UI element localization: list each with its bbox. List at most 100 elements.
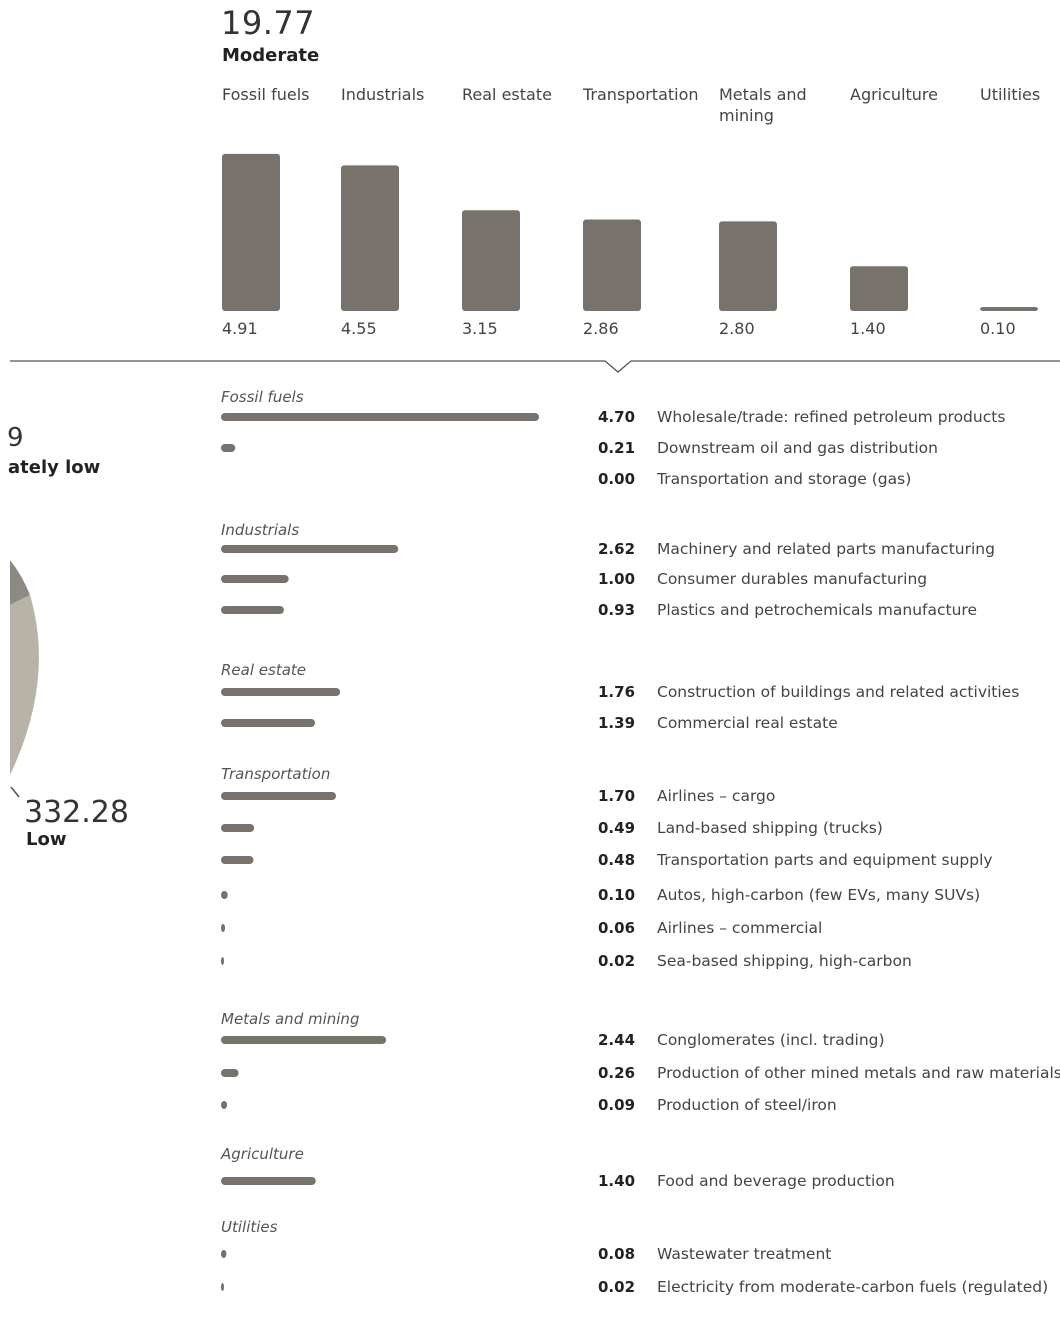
subsector-bar (221, 545, 399, 553)
subsector-bar (221, 444, 236, 452)
subsector-label: Construction of buildings and related ac… (657, 683, 1019, 701)
sector-category-label: Transportation (582, 85, 699, 104)
subsector-bar (221, 924, 226, 932)
subsector-bar (221, 719, 316, 727)
subsector-value: 0.10 (598, 886, 635, 904)
side-rating-lower: Low (26, 829, 67, 850)
sector-value-label: 0.10 (980, 319, 1016, 338)
subsector-value: 2.62 (598, 540, 635, 558)
subsector-label: Wastewater treatment (657, 1245, 831, 1263)
sector-bar (222, 153, 280, 311)
subsector-value: 0.02 (598, 952, 635, 970)
subsector-label: Machinery and related parts manufacturin… (657, 540, 995, 558)
subsector-bar (221, 1036, 387, 1044)
total-rating: Moderate (222, 45, 320, 66)
subsector-group-title: Transportation (221, 765, 330, 783)
sector-category-label: Utilities (980, 85, 1040, 104)
sector-value-label: 2.86 (583, 319, 619, 338)
sector-value-label: 3.15 (462, 319, 498, 338)
subsector-value: 0.09 (598, 1096, 635, 1114)
subsector-bar-chart: Fossil fuels 4.70 Wholesale/trade: refined… (220, 388, 1060, 1296)
subsector-label: Autos, high-carbon (few EVs, many SUVs) (657, 886, 980, 904)
subsector-bar (221, 856, 254, 864)
subsector-value: 0.49 (598, 819, 635, 837)
subsector-label: Land-based shipping (trucks) (657, 819, 883, 837)
subsector-label: Plastics and petrochemicals manufacture (657, 601, 977, 619)
section-divider (10, 360, 1060, 373)
subsector-group-title: Real estate (221, 661, 306, 679)
subsector-bar (221, 1177, 316, 1185)
subsector-bar (221, 575, 289, 583)
pie-slice-dark (10, 560, 30, 605)
subsector-group-title: Industrials (221, 521, 299, 539)
subsector-label: Airlines – commercial (657, 919, 822, 937)
subsector-value: 1.40 (598, 1172, 635, 1190)
subsector-label: Wholesale/trade: refined petroleum produ… (657, 408, 1005, 426)
subsector-group-title: Agriculture (220, 1145, 304, 1163)
sector-bar (341, 165, 399, 311)
subsector-value: 0.48 (598, 851, 635, 869)
subsector-group-title: Utilities (221, 1218, 278, 1236)
subsector-label: Transportation parts and equipment suppl… (656, 851, 993, 869)
subsector-bar (221, 1101, 228, 1109)
subsector-bar (221, 1069, 239, 1077)
subsector-bar (221, 891, 228, 899)
subsector-label: Conglomerates (incl. trading) (657, 1031, 885, 1049)
sector-value-label: 4.91 (222, 319, 258, 338)
subsector-label: Transportation and storage (gas) (656, 470, 911, 488)
subsector-value: 0.26 (598, 1064, 635, 1082)
subsector-label: Food and beverage production (657, 1172, 895, 1190)
sector-bar (583, 219, 641, 311)
sector-category-label: Real estate (462, 85, 552, 104)
subsector-group-title: Fossil fuels (221, 388, 304, 406)
subsector-label: Downstream oil and gas distribution (657, 439, 938, 457)
sector-bar (850, 266, 908, 311)
sector-value-label: 1.40 (850, 319, 886, 338)
subsector-value: 0.02 (598, 1278, 635, 1296)
subsector-value: 1.00 (598, 570, 635, 588)
subsector-value: 2.44 (598, 1031, 635, 1049)
subsector-value: 0.21 (598, 439, 635, 457)
subsector-label: Electricity from moderate-carbon fuels (… (657, 1278, 1048, 1296)
sector-value-label: 4.55 (341, 319, 377, 338)
subsector-bar (221, 1283, 224, 1291)
subsector-value: 0.93 (598, 601, 635, 619)
sector-bar (980, 307, 1038, 311)
sector-bar-chart: Fossil fuels 4.91 Industrials 4.55 Real esta… (222, 85, 1040, 338)
subsector-value: 0.08 (598, 1245, 635, 1263)
subsector-value: 0.06 (598, 919, 635, 937)
sector-value-label: 2.80 (719, 319, 755, 338)
sector-category-label: Agriculture (850, 85, 938, 104)
side-value-lower: 332.28 (24, 795, 129, 830)
subsector-label: Production of other mined metals and raw… (657, 1064, 1060, 1082)
subsector-label: Production of steel/iron (657, 1096, 837, 1114)
subsector-label: Sea-based shipping, high-carbon (657, 952, 912, 970)
subsector-value: 1.70 (598, 787, 635, 805)
subsector-bar (221, 413, 539, 421)
sector-category-label: Metals and mining (719, 85, 807, 125)
subsector-value: 0.00 (598, 470, 635, 488)
subsector-value: 4.70 (598, 408, 635, 426)
sector-bar (462, 210, 520, 311)
subsector-bar (221, 792, 337, 800)
subsector-bar (221, 606, 284, 614)
subsector-bar (221, 824, 255, 832)
subsector-label: Commercial real estate (657, 714, 838, 732)
subsector-value: 1.39 (598, 714, 635, 732)
sector-category-label: Industrials (341, 85, 424, 104)
side-rating-upper: ately low (8, 457, 101, 478)
subsector-group-title: Metals and mining (221, 1010, 359, 1028)
subsector-bar (221, 957, 224, 965)
subsector-label: Consumer durables manufacturing (657, 570, 927, 588)
pie-leader-line (10, 786, 20, 798)
subsector-value: 1.76 (598, 683, 635, 701)
pie-slice-light (10, 595, 39, 775)
subsector-bar (221, 1250, 227, 1258)
subsector-bar (221, 688, 341, 696)
sector-category-label: Fossil fuels (222, 85, 309, 104)
subsector-label: Airlines – cargo (657, 787, 775, 805)
sector-bar (719, 221, 777, 311)
side-value-upper: 9 (7, 423, 24, 453)
